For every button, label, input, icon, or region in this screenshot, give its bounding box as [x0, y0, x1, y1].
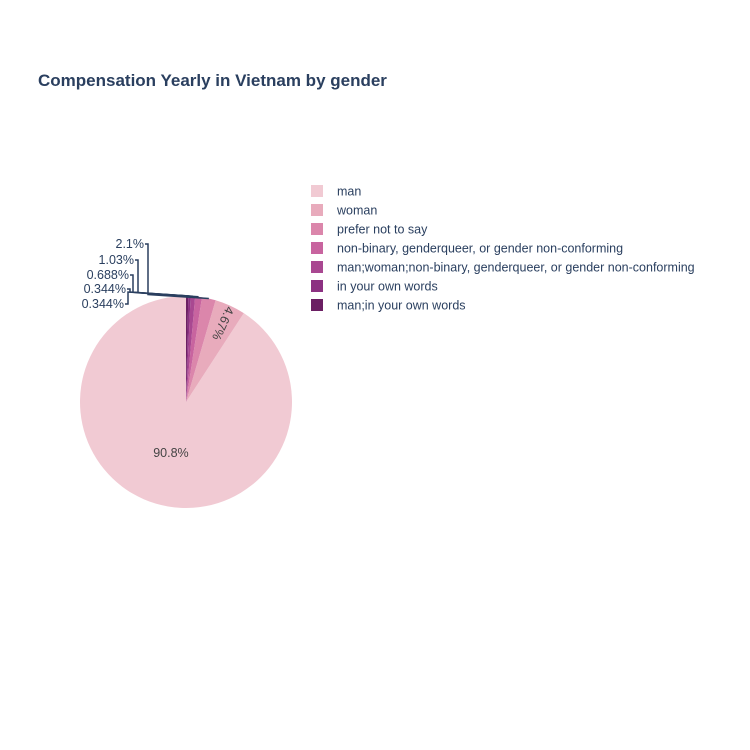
pie-slice-man-woman-non-binary-genderqueer-or-gender-non-conforming[interactable] — [186, 296, 196, 402]
pie-slice-man-in-your-own-words[interactable] — [186, 296, 189, 402]
legend-swatch — [311, 299, 323, 311]
legend-item-prefer-not-to-say[interactable]: prefer not to say — [311, 223, 428, 237]
slice-label-man-in-your-own-words: 0.344% — [82, 297, 124, 311]
pie-slices — [79, 296, 292, 508]
legend-item-in-your-own-words[interactable]: in your own words — [311, 280, 438, 294]
pie-slice-in-your-own-words[interactable] — [186, 296, 191, 402]
pie-slice-woman[interactable] — [186, 300, 244, 402]
slice-label-in-your-own-words: 0.344% — [84, 282, 126, 296]
legend: man woman prefer not to say non-binary, gen… — [311, 185, 695, 313]
legend-item-man-woman-non-binary-genderqueer-or-gender-non-conforming[interactable]: man;woman;non-binary, genderqueer, or ge… — [311, 261, 695, 275]
legend-swatch — [311, 223, 323, 235]
legend-item-man[interactable]: man — [311, 185, 361, 199]
pie-slice-non-binary-genderqueer-or-gender-non-conforming[interactable] — [186, 296, 202, 402]
slice-label-man-woman-non-binary-genderqueer-or-gender-non-conforming: 0.688% — [87, 268, 129, 282]
legend-label: in your own words — [337, 280, 438, 294]
chart-title: Compensation Yearly in Vietnam by gender — [38, 71, 387, 90]
leader-line-prefer-not-to-say — [145, 243, 209, 300]
legend-swatch — [311, 204, 323, 216]
legend-swatch — [311, 242, 323, 254]
legend-label: non-binary, genderqueer, or gender non-c… — [337, 242, 623, 256]
pie-slice-prefer-not-to-say[interactable] — [186, 297, 216, 402]
legend-label: woman — [336, 204, 377, 218]
legend-label: man;woman;non-binary, genderqueer, or ge… — [337, 261, 695, 275]
leader-line-man-in-your-own-words — [125, 291, 188, 305]
legend-swatch — [311, 185, 323, 197]
legend-item-non-binary-genderqueer-or-gender-non-conforming[interactable]: non-binary, genderqueer, or gender non-c… — [311, 242, 623, 256]
leader-line-non-binary-genderqueer-or-gender-non-conforming — [135, 259, 199, 298]
legend-label: man;in your own words — [337, 299, 466, 313]
legend-item-woman[interactable]: woman — [311, 204, 377, 218]
legend-label: man — [337, 185, 361, 199]
legend-item-man-in-your-own-words[interactable]: man;in your own words — [311, 299, 466, 313]
legend-swatch — [311, 261, 323, 273]
slice-label-non-binary-genderqueer-or-gender-non-conforming: 1.03% — [99, 253, 134, 267]
slice-label-man: 90.8% — [153, 446, 188, 460]
pie-slice-man[interactable] — [79, 296, 292, 508]
slice-label-prefer-not-to-say: 2.1% — [116, 237, 145, 251]
legend-label: prefer not to say — [337, 223, 428, 237]
legend-swatch — [311, 280, 323, 292]
